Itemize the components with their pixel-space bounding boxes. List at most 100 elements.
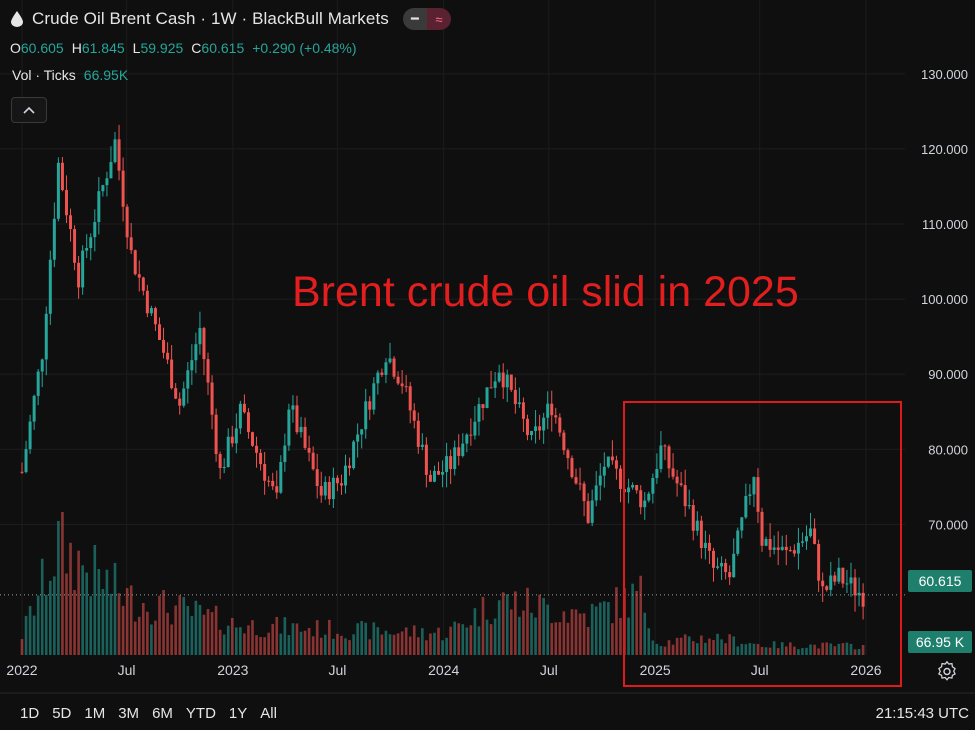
candle-body bbox=[105, 178, 109, 186]
candle-body bbox=[578, 483, 582, 485]
volume-bar bbox=[558, 622, 562, 655]
candle-body bbox=[590, 500, 594, 523]
volume-bar bbox=[469, 625, 473, 655]
volume-bar bbox=[380, 634, 384, 655]
line-style-icon[interactable]: ━ bbox=[402, 8, 427, 30]
volume-bar bbox=[190, 616, 194, 655]
candle-body bbox=[234, 428, 238, 444]
volume-bar bbox=[671, 644, 675, 655]
y-tick-label: 90.000 bbox=[928, 367, 968, 382]
volume-bar bbox=[643, 612, 647, 655]
candle-body bbox=[420, 444, 424, 447]
candle-body bbox=[40, 359, 44, 372]
volume-bar bbox=[125, 588, 129, 655]
volume-bar bbox=[97, 569, 101, 655]
range-1d-button[interactable]: 1D bbox=[20, 705, 40, 722]
range-5d-button[interactable]: 5D bbox=[52, 705, 72, 722]
candle-body bbox=[570, 458, 574, 478]
volume-bar bbox=[348, 640, 351, 655]
candle-body bbox=[849, 577, 853, 584]
candle-body bbox=[380, 372, 384, 375]
candle-body bbox=[408, 386, 412, 411]
candle-body bbox=[671, 468, 675, 477]
candle-body bbox=[707, 542, 711, 551]
range-6m-button[interactable]: 6M bbox=[152, 705, 173, 722]
volume-bar bbox=[861, 644, 865, 655]
volume-bar bbox=[303, 630, 307, 655]
volume-bar bbox=[20, 639, 24, 655]
candle-body bbox=[202, 328, 206, 360]
x-tick-label: 2025 bbox=[640, 662, 671, 678]
volume-bar bbox=[24, 615, 28, 655]
candle-body bbox=[162, 339, 166, 353]
volume-bar bbox=[57, 520, 60, 655]
range-1m-button[interactable]: 1M bbox=[84, 705, 106, 722]
volume-bar bbox=[586, 627, 590, 655]
last-volume-badge: 66.95 K bbox=[908, 631, 972, 653]
candle-body bbox=[748, 494, 752, 497]
candle-body bbox=[432, 470, 436, 482]
volume-bar bbox=[174, 605, 177, 655]
volume-bar bbox=[501, 592, 505, 655]
range-3m-button[interactable]: 3M bbox=[118, 705, 140, 722]
candle-body bbox=[129, 237, 133, 251]
volume-bar bbox=[336, 633, 339, 655]
volume-bar bbox=[849, 643, 853, 655]
collapse-legend-button[interactable] bbox=[11, 97, 47, 123]
approx-icon[interactable]: ≈ bbox=[426, 8, 451, 30]
candle-body bbox=[736, 530, 740, 554]
candle-body bbox=[295, 405, 299, 433]
candle-body bbox=[724, 562, 728, 573]
volume-bar bbox=[590, 603, 594, 655]
volume-bar bbox=[461, 624, 465, 655]
utc-clock[interactable]: 21:15:43 UTC bbox=[875, 705, 969, 722]
volume-label[interactable]: Vol · Ticks bbox=[12, 67, 76, 83]
chart-settings-gear-icon[interactable] bbox=[936, 660, 958, 682]
candle-body bbox=[364, 401, 368, 430]
volume-bar bbox=[295, 623, 299, 655]
volume-bar bbox=[73, 590, 76, 655]
candle-body bbox=[424, 444, 428, 475]
volume-bar bbox=[388, 634, 392, 655]
candle-body bbox=[331, 477, 335, 500]
volume-bar bbox=[404, 627, 408, 655]
range-1y-button[interactable]: 1Y bbox=[228, 705, 248, 722]
candle-body bbox=[740, 517, 744, 531]
indicator-toggle[interactable]: ━ ≈ bbox=[402, 8, 451, 30]
symbol-title[interactable]: Crude Oil Brent Cash · 1W · BlackBull Ma… bbox=[32, 9, 389, 28]
close-label: C bbox=[191, 40, 202, 56]
volume-bar bbox=[267, 632, 270, 655]
volume-bar bbox=[534, 617, 537, 655]
volume-bar bbox=[768, 647, 772, 655]
candle-body bbox=[477, 404, 481, 422]
candle-body bbox=[679, 483, 683, 486]
volume-bar bbox=[311, 636, 315, 655]
volume-bar bbox=[732, 636, 736, 655]
volume-bar bbox=[222, 634, 226, 655]
candle-body bbox=[825, 586, 829, 590]
volume-bar bbox=[683, 634, 687, 655]
volume-bar bbox=[611, 623, 614, 655]
candle-body bbox=[485, 387, 489, 409]
volume-bar bbox=[510, 609, 513, 655]
candle-body bbox=[772, 547, 776, 550]
candle-body bbox=[323, 481, 327, 496]
volume-bar bbox=[40, 558, 44, 655]
range-ytd-button[interactable]: YTD bbox=[185, 705, 216, 722]
volume-bar bbox=[728, 634, 731, 655]
volume-bar bbox=[607, 602, 610, 655]
last-price-badge: 60.615 bbox=[908, 570, 972, 592]
volume-bar bbox=[797, 649, 800, 655]
volume-bar bbox=[687, 636, 691, 655]
range-all-button[interactable]: All bbox=[260, 705, 277, 722]
volume-bar bbox=[137, 616, 141, 655]
volume-bar bbox=[518, 616, 521, 655]
volume-bar bbox=[570, 609, 574, 655]
volume-bar bbox=[793, 646, 796, 655]
candle-body bbox=[271, 480, 275, 487]
candle-body bbox=[56, 162, 60, 219]
y-tick-label: 70.000 bbox=[928, 517, 968, 532]
volume-bar bbox=[416, 637, 420, 655]
candle-body bbox=[255, 445, 259, 453]
